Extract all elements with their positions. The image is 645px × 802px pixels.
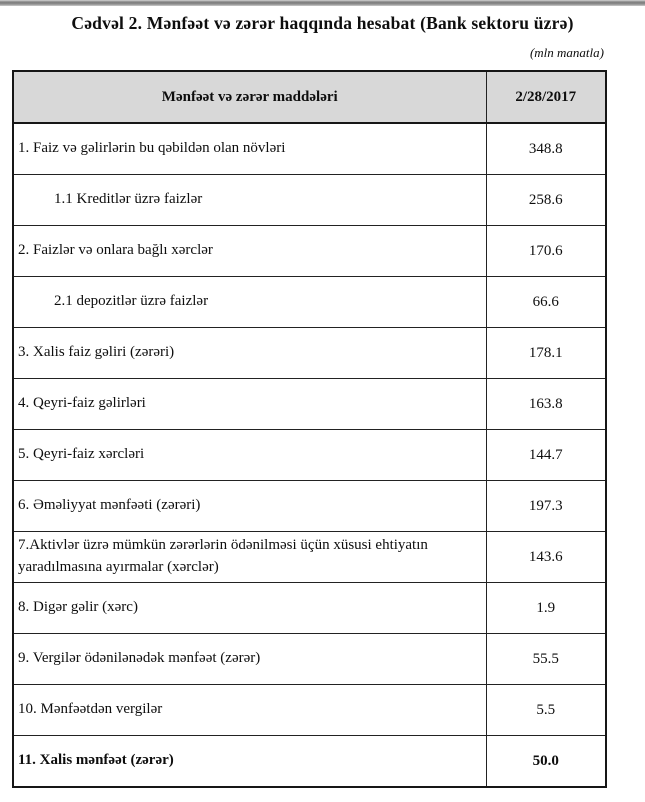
row-label: 11. Xalis mənfəət (zərər) [12, 735, 487, 788]
table-row: 3. Xalis faiz gəliri (zərəri) 178.1 [12, 327, 607, 379]
row-label: 9. Vergilər ödənilənədək mənfəət (zərər) [12, 633, 487, 685]
table-row: 4. Qeyri-faiz gəlirləri 163.8 [12, 378, 607, 430]
row-value: 144.7 [485, 429, 607, 481]
header-date-column: 2/28/2017 [485, 70, 607, 124]
table-body: 1. Faiz və gəlirlərin bu qəbildən olan n… [12, 122, 607, 788]
row-value: 55.5 [485, 633, 607, 685]
document-title: Cədvəl 2. Mənfəət və zərər haqqında hesa… [71, 13, 574, 33]
table-row: 1. Faiz və gəlirlərin bu qəbildən olan n… [12, 122, 607, 175]
table-row: 1.1 Kreditlər üzrə faizlər 258.6 [12, 174, 607, 226]
row-label: 7.Aktivlər üzrə mümkün zərərlərin ödənil… [12, 531, 487, 583]
table-row: 2.1 depozitlər üzrə faizlər 66.6 [12, 276, 607, 328]
table-row: 10. Mənfəətdən vergilər 5.5 [12, 684, 607, 736]
row-label: 1. Faiz və gəlirlərin bu qəbildən olan n… [12, 122, 487, 175]
table-row: 11. Xalis mənfəət (zərər) 50.0 [12, 735, 607, 788]
table-row: 6. Əməliyyat mənfəəti (zərəri) 197.3 [12, 480, 607, 532]
row-value: 1.9 [485, 582, 607, 634]
row-value: 197.3 [485, 480, 607, 532]
row-label: 4. Qeyri-faiz gəlirləri [12, 378, 487, 430]
row-value: 178.1 [485, 327, 607, 379]
unit-note: (mln manatla) [529, 45, 604, 60]
row-value: 163.8 [485, 378, 607, 430]
table-row: 7.Aktivlər üzrə mümkün zərərlərin ödənil… [12, 531, 607, 583]
table-row: 9. Vergilər ödənilənədək mənfəət (zərər)… [12, 633, 607, 685]
table-row: 2. Faizlər və onlara bağlı xərclər 170.6 [12, 225, 607, 277]
row-value: 50.0 [485, 735, 607, 788]
row-value: 5.5 [485, 684, 607, 736]
row-value: 348.8 [485, 122, 607, 175]
row-label: 10. Mənfəətdən vergilər [12, 684, 487, 736]
top-divider-rule [0, 0, 645, 6]
header-row: Mənfəət və zərər maddələri 2/28/2017 [12, 70, 607, 124]
row-label: 2.1 depozitlər üzrə faizlər [12, 276, 487, 328]
table-header: Mənfəət və zərər maddələri 2/28/2017 [12, 70, 607, 124]
profit-loss-table: Mənfəət və zərər maddələri 2/28/2017 1. … [12, 70, 607, 788]
table-row: 5. Qeyri-faiz xərcləri 144.7 [12, 429, 607, 481]
row-value: 170.6 [485, 225, 607, 277]
table-row: 8. Digər gəlir (xərc) 1.9 [12, 582, 607, 634]
row-label: 5. Qeyri-faiz xərcləri [12, 429, 487, 481]
row-label: 1.1 Kreditlər üzrə faizlər [12, 174, 487, 226]
row-value: 143.6 [485, 531, 607, 583]
header-items-column: Mənfəət və zərər maddələri [12, 70, 487, 124]
row-label: 6. Əməliyyat mənfəəti (zərəri) [12, 480, 487, 532]
row-label: 2. Faizlər və onlara bağlı xərclər [12, 225, 487, 277]
row-label: 8. Digər gəlir (xərc) [12, 582, 487, 634]
row-value: 66.6 [485, 276, 607, 328]
row-label: 3. Xalis faiz gəliri (zərəri) [12, 327, 487, 379]
row-value: 258.6 [485, 174, 607, 226]
